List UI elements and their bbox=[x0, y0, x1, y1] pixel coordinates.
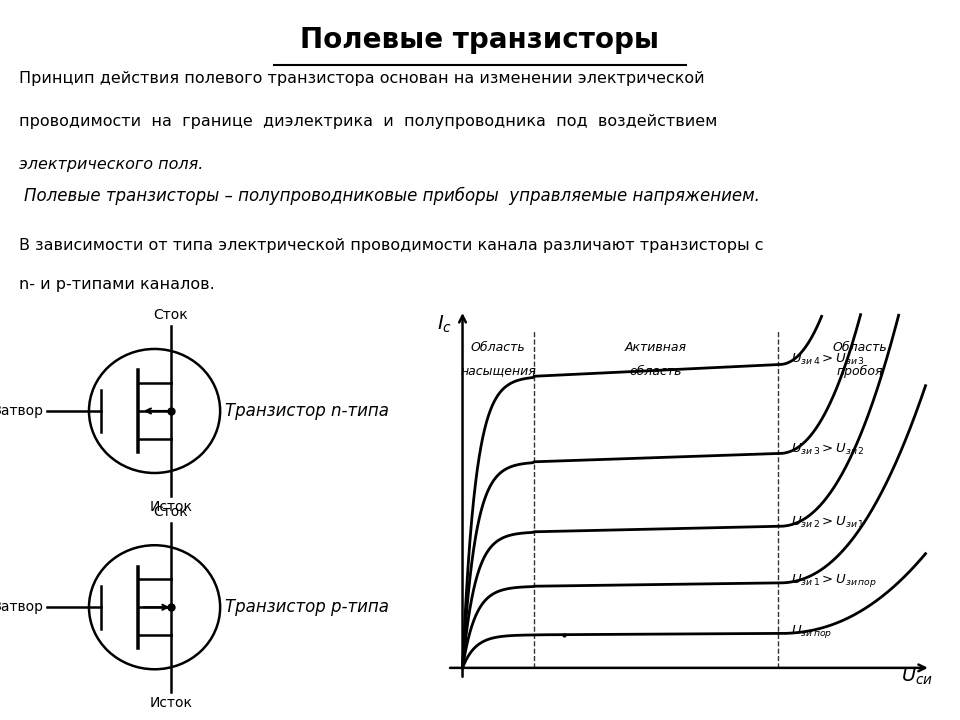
Text: $U_{зи\,пор}$: $U_{зи\,пор}$ bbox=[791, 623, 832, 639]
Text: Полевые транзисторы – полупроводниковые приборы  управляемые напряжением.: Полевые транзисторы – полупроводниковые … bbox=[24, 186, 759, 204]
Text: Полевые транзисторы: Полевые транзисторы bbox=[300, 27, 660, 54]
Text: Затвор: Затвор bbox=[0, 600, 43, 614]
Text: n- и р-типами каналов.: n- и р-типами каналов. bbox=[19, 277, 215, 292]
Text: Область: Область bbox=[832, 341, 887, 354]
Text: Сток: Сток bbox=[154, 308, 188, 323]
Text: $U_{зи\,4} > U_{зи\,3}$: $U_{зи\,4} > U_{зи\,3}$ bbox=[791, 352, 865, 367]
Text: $U_{зи\,3} > U_{зи\,2}$: $U_{зи\,3} > U_{зи\,2}$ bbox=[791, 442, 864, 457]
Text: пробоя: пробоя bbox=[836, 364, 882, 378]
Text: Область: Область bbox=[470, 341, 525, 354]
Text: Транзистор n-типа: Транзистор n-типа bbox=[226, 402, 389, 420]
Text: Сток: Сток bbox=[154, 505, 188, 518]
Text: область: область bbox=[630, 364, 683, 377]
Text: Принцип действия полевого транзистора основан на изменении электрической: Принцип действия полевого транзистора ос… bbox=[19, 71, 705, 86]
Text: Затвор: Затвор bbox=[0, 404, 43, 418]
Text: $U_{си}$: $U_{си}$ bbox=[901, 666, 933, 688]
Text: $U_{зи\,2} > U_{зи\,1}$: $U_{зи\,2} > U_{зи\,1}$ bbox=[791, 516, 865, 531]
Text: $U_{зи\,1} > U_{зи\,пор}$: $U_{зи\,1} > U_{зи\,пор}$ bbox=[791, 572, 876, 589]
Text: электрического поля.: электрического поля. bbox=[19, 157, 204, 171]
Text: Исток: Исток bbox=[149, 696, 192, 710]
Text: насыщения: насыщения bbox=[460, 364, 536, 377]
Text: проводимости  на  границе  диэлектрика  и  полупроводника  под  воздействием: проводимости на границе диэлектрика и по… bbox=[19, 114, 717, 129]
Text: $I_с$: $I_с$ bbox=[437, 314, 452, 336]
Text: В зависимости от типа электрической проводимости канала различают транзисторы с: В зависимости от типа электрической пров… bbox=[19, 238, 764, 253]
Text: Транзистор р-типа: Транзистор р-типа bbox=[226, 598, 389, 616]
Text: Активная: Активная bbox=[625, 341, 686, 354]
Text: Исток: Исток bbox=[149, 500, 192, 513]
